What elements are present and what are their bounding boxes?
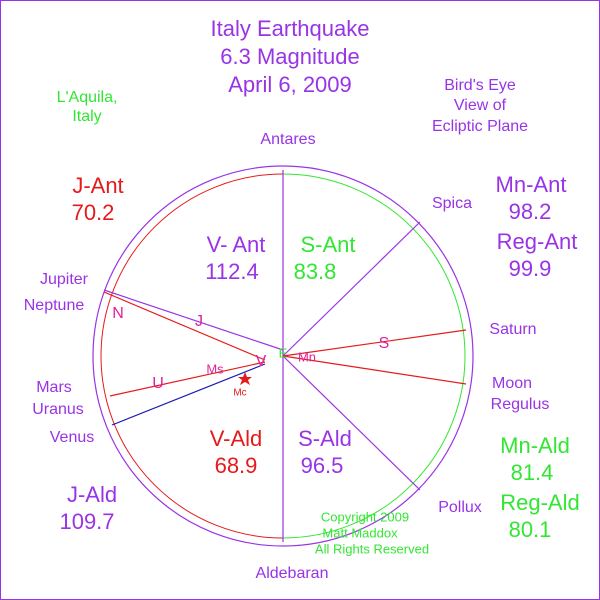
red-arc [100,173,284,539]
planet-label: Saturn [489,321,536,338]
location: Italy [72,108,101,125]
angle-value: 70.2 [72,200,115,225]
lines [103,170,467,542]
line [103,291,266,361]
view-note: View of [454,97,507,114]
angle-value: 68.9 [215,453,258,478]
star-label: Aldebaran [256,565,329,582]
star-label: Antares [260,131,315,148]
title: 6.3 Magnitude [220,44,359,69]
angle-value: 96.5 [301,453,344,478]
marker: S [379,335,390,352]
angle-label: Reg-Ant [497,229,578,254]
marker: Mn [298,349,316,364]
marker: J [195,313,203,330]
angle-label: V-Ald [210,426,263,451]
marker: Mc [233,388,246,399]
marker: E [279,345,288,360]
line [282,355,421,491]
marker: Ms [206,361,224,376]
planet-label: Neptune [24,297,85,314]
location: L'Aquila, [57,89,118,106]
angle-label: Mn-Ant [496,172,567,197]
outer-circle [92,165,474,547]
star-icon [238,372,252,385]
copyright: Matt Maddox [322,525,398,540]
green-arc [282,173,466,539]
angle-value: 99.9 [509,256,552,281]
angle-label: V- Ant [207,232,266,257]
planet-label: Mars [36,379,72,396]
angle-value: 81.4 [511,460,554,485]
line [111,363,266,426]
view-note: Bird's Eye [444,77,516,94]
star-label: Spica [432,195,472,212]
angle-value: 83.8 [294,259,337,284]
line [103,289,284,351]
angle-value: 80.1 [509,517,552,542]
star-label: Pollux [438,499,482,516]
angle-label: J-Ald [67,482,117,507]
line [282,221,421,357]
angle-value: 98.2 [509,199,552,224]
view-note: Ecliptic Plane [432,118,528,135]
line [109,361,266,397]
planet-label: Venus [50,429,94,446]
angle-value: 109.7 [59,509,114,534]
planet-label: Regulus [491,396,550,413]
angle-label: J-Ant [72,173,123,198]
marker: V [256,353,267,370]
marker: U [152,375,164,392]
copyright: All Rights Reserved [315,541,429,556]
planet-label: Uranus [32,401,84,418]
angle-label: Mn-Ald [500,433,570,458]
angle-value: 112.4 [205,259,258,284]
line [282,355,467,385]
planet-label: Moon [492,375,532,392]
angle-label: Reg-Ald [500,490,579,515]
angle-label: S-Ald [298,426,352,451]
marker: N [112,305,124,322]
planet-label: Jupiter [40,271,89,288]
angle-label: S-Ant [300,232,355,257]
line [282,329,467,357]
title: Italy Earthquake [211,16,370,41]
title: April 6, 2009 [228,72,352,97]
copyright: Copyright 2009 [321,509,409,524]
